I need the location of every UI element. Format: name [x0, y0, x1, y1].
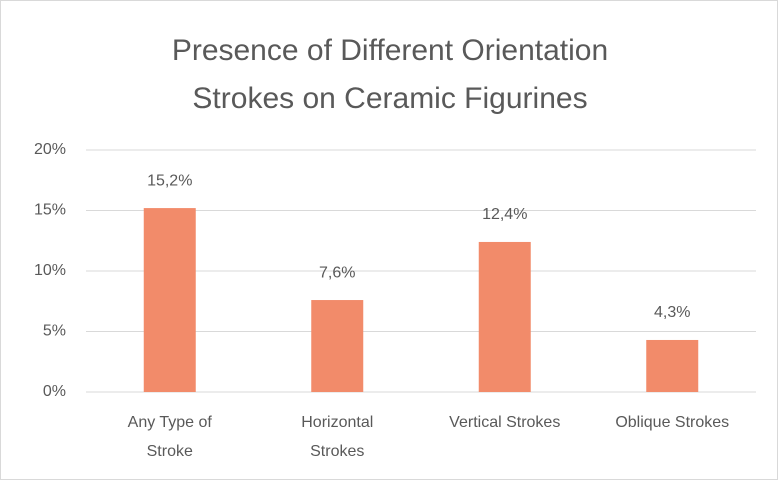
bar [143, 208, 196, 392]
y-tick-label: 10% [34, 262, 66, 279]
x-tick-label: Vertical Strokes [449, 414, 560, 431]
x-tick-label: Any Type of Stroke [128, 414, 213, 460]
x-tick-label: Oblique Strokes [615, 414, 729, 431]
bar [646, 339, 699, 392]
data-label: 12,4% [482, 206, 527, 223]
bar [311, 300, 364, 392]
chart-title: Presence of Different Orientation [172, 34, 608, 67]
data-label: 7,6% [319, 264, 355, 281]
bar [478, 241, 531, 392]
chart-title: Strokes on Ceramic Figurines [192, 82, 587, 115]
data-label: 15,2% [147, 172, 192, 189]
y-tick-label: 5% [43, 323, 66, 340]
y-tick-label: 0% [43, 383, 66, 400]
y-tick-label: 20% [34, 141, 66, 158]
x-tick-label: Horizontal Strokes [301, 414, 373, 460]
y-tick-label: 15% [34, 202, 66, 219]
data-label: 4,3% [654, 304, 690, 321]
